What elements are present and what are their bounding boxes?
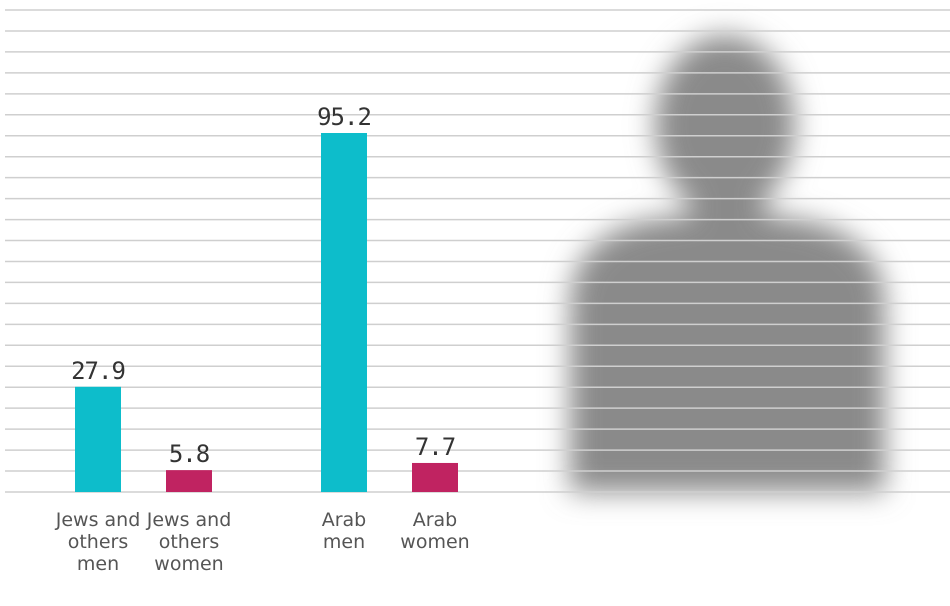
- bar: [412, 462, 458, 492]
- value-label: 95.2: [317, 103, 371, 131]
- category-label: Arab women: [400, 509, 470, 553]
- category-label: Arab men: [321, 509, 367, 553]
- category-label: Jews and others men: [55, 509, 141, 575]
- category-label: Jews and others women: [146, 509, 232, 575]
- silhouette: [570, 35, 885, 492]
- value-label: 5.8: [169, 440, 209, 468]
- bar: [166, 470, 212, 492]
- bar: [321, 133, 367, 492]
- value-label: 27.9: [71, 357, 125, 385]
- bar: [75, 386, 121, 492]
- value-label: 7.7: [415, 433, 455, 461]
